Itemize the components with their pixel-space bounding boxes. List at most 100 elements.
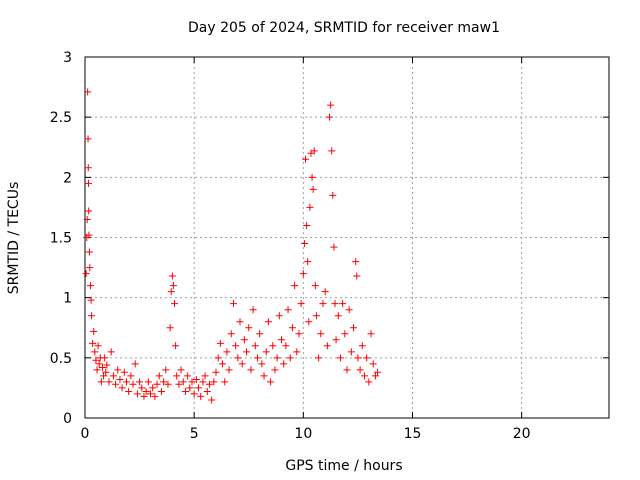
data-point <box>177 366 185 374</box>
data-point <box>140 392 148 400</box>
data-point <box>271 366 279 374</box>
data-point <box>116 375 124 383</box>
data-point <box>219 360 227 368</box>
data-point <box>192 375 200 383</box>
data-point <box>100 372 108 380</box>
data-point <box>214 354 222 362</box>
data-point <box>311 282 319 290</box>
data-point <box>102 368 110 376</box>
data-point <box>171 300 179 308</box>
x-tick-label: 10 <box>294 426 312 442</box>
data-point <box>151 392 159 400</box>
data-point <box>144 378 152 386</box>
data-point <box>309 185 317 193</box>
data-point <box>303 221 311 229</box>
data-point <box>147 390 154 398</box>
data-point <box>86 282 94 290</box>
data-point <box>229 300 237 308</box>
data-point <box>269 342 277 350</box>
data-point <box>353 272 361 280</box>
data-point <box>360 372 368 380</box>
data-point <box>162 366 170 374</box>
data-point <box>288 324 296 332</box>
y-tick-label: 0 <box>63 411 72 427</box>
y-tick-label: 1.5 <box>50 231 72 247</box>
data-point <box>201 372 209 380</box>
chart-title: Day 205 of 2024, SRMTID for receiver maw… <box>188 20 500 36</box>
data-point <box>142 388 150 396</box>
data-point <box>86 264 94 272</box>
data-point <box>334 312 342 320</box>
data-point <box>190 390 198 398</box>
data-point <box>343 366 351 374</box>
data-point <box>92 356 100 364</box>
data-point <box>184 372 192 380</box>
data-point <box>85 231 93 239</box>
data-point <box>98 363 106 371</box>
data-point <box>331 300 339 308</box>
data-point <box>199 378 207 386</box>
data-point <box>136 378 144 386</box>
data-point <box>169 282 177 290</box>
data-point <box>326 113 334 121</box>
data-point <box>118 384 126 392</box>
data-point <box>300 240 308 248</box>
data-point <box>306 203 314 211</box>
y-tick-label: 3 <box>63 50 72 66</box>
data-point <box>336 354 344 362</box>
data-point <box>308 173 316 181</box>
data-point <box>291 282 299 290</box>
x-tick-labels: 0 5 10 15 20 <box>81 426 531 442</box>
data-point <box>97 378 105 386</box>
data-point <box>227 330 235 338</box>
data-point <box>295 330 303 338</box>
y-tick-label: 2 <box>63 170 72 186</box>
data-point <box>88 312 96 320</box>
data-point <box>321 288 329 296</box>
data-point <box>315 354 323 362</box>
data-point <box>262 348 270 356</box>
data-point <box>87 296 95 304</box>
data-point <box>131 360 139 368</box>
data-point <box>299 270 307 278</box>
data-point <box>173 372 181 380</box>
data-point <box>153 380 161 388</box>
data-point <box>84 88 92 96</box>
data-point <box>267 378 275 386</box>
data-point <box>197 392 205 400</box>
data-point <box>365 378 373 386</box>
y-tick-label: 2.5 <box>50 110 72 126</box>
data-point <box>105 378 113 386</box>
data-point <box>83 215 91 223</box>
data-point <box>358 342 366 350</box>
data-point <box>223 348 231 356</box>
data-point <box>107 348 115 356</box>
data-point <box>90 327 98 335</box>
data-point <box>238 360 246 368</box>
data-point <box>297 300 305 308</box>
data-point <box>127 372 135 380</box>
data-point <box>205 380 213 388</box>
data-point <box>186 384 194 392</box>
data-point <box>260 372 268 380</box>
data-point <box>167 288 175 296</box>
data-point <box>210 378 218 386</box>
data-point <box>91 348 99 356</box>
data-point <box>327 101 335 109</box>
data-point <box>284 306 292 314</box>
data-point <box>85 207 93 215</box>
data-point <box>273 354 281 362</box>
data-point <box>251 342 259 350</box>
data-point <box>175 380 183 388</box>
data-point <box>212 368 220 376</box>
data-point <box>264 318 272 326</box>
data-point <box>258 360 266 368</box>
grid-lines <box>85 57 609 418</box>
data-point <box>371 372 379 380</box>
data-point <box>208 396 216 404</box>
data-point <box>286 354 294 362</box>
data-point <box>94 342 102 350</box>
data-point <box>138 384 146 392</box>
data-point <box>195 384 203 392</box>
